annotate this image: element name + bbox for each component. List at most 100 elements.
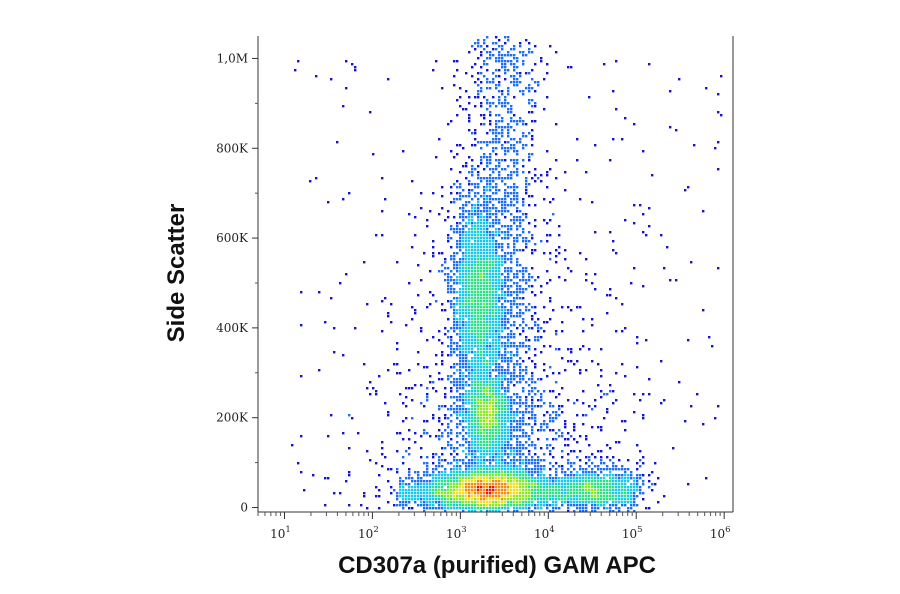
density-dot (504, 489, 507, 492)
density-dot (465, 282, 468, 285)
density-dot (435, 474, 438, 477)
density-dot (462, 204, 465, 207)
density-dot (477, 447, 480, 450)
density-dot (477, 93, 480, 96)
density-dot (471, 237, 474, 240)
density-dot (522, 204, 525, 207)
density-dot (495, 498, 498, 501)
density-dot (516, 123, 519, 126)
density-dot (510, 450, 513, 453)
density-dot (459, 363, 462, 366)
density-dot (507, 378, 510, 381)
density-dot (579, 369, 582, 372)
density-dot (582, 489, 585, 492)
density-dot (591, 471, 594, 474)
density-dot (300, 435, 303, 438)
density-dot (486, 414, 489, 417)
density-dot (483, 297, 486, 300)
density-dot (480, 333, 483, 336)
density-dot (495, 402, 498, 405)
density-dot (597, 495, 600, 498)
density-dot (531, 105, 534, 108)
density-dot (561, 456, 564, 459)
density-dot (447, 462, 450, 465)
density-dot (396, 372, 399, 375)
density-dot (489, 408, 492, 411)
density-dot (528, 378, 531, 381)
density-dot (483, 426, 486, 429)
density-dot (453, 312, 456, 315)
density-dot (567, 504, 570, 507)
density-dot (555, 411, 558, 414)
density-dot (462, 315, 465, 318)
density-dot (456, 153, 459, 156)
density-dot (471, 483, 474, 486)
density-dot (480, 261, 483, 264)
density-dot (441, 432, 444, 435)
density-dot (498, 60, 501, 63)
density-dot (522, 411, 525, 414)
density-dot (486, 489, 489, 492)
density-dot (450, 366, 453, 369)
density-dot (597, 501, 600, 504)
density-dot (474, 390, 477, 393)
density-dot (525, 480, 528, 483)
density-dot (579, 507, 582, 510)
density-dot (456, 345, 459, 348)
density-dot (450, 486, 453, 489)
density-dot (504, 141, 507, 144)
density-dot (459, 378, 462, 381)
density-dot (501, 474, 504, 477)
density-dot (717, 168, 720, 171)
density-dot (432, 387, 435, 390)
density-dot (516, 210, 519, 213)
density-dot (363, 495, 366, 498)
density-dot (516, 465, 519, 468)
density-dot (633, 267, 636, 270)
density-dot (474, 453, 477, 456)
density-dot (546, 150, 549, 153)
density-dot (486, 225, 489, 228)
density-dot (522, 468, 525, 471)
density-dot (489, 444, 492, 447)
density-dot (498, 222, 501, 225)
density-dot (417, 498, 420, 501)
density-dot (489, 420, 492, 423)
density-dot (507, 426, 510, 429)
density-dot (462, 312, 465, 315)
density-dot (501, 417, 504, 420)
density-dot (459, 327, 462, 330)
density-dot (549, 495, 552, 498)
density-dot (600, 348, 603, 351)
density-dot (468, 294, 471, 297)
density-dot (402, 489, 405, 492)
density-dot (483, 114, 486, 117)
density-dot (609, 504, 612, 507)
density-dot (477, 477, 480, 480)
density-dot (477, 327, 480, 330)
density-dot (603, 498, 606, 501)
density-dot (564, 495, 567, 498)
density-dot (543, 363, 546, 366)
density-dot (477, 378, 480, 381)
density-dot (624, 498, 627, 501)
density-dot (603, 393, 606, 396)
density-dot (648, 507, 651, 510)
density-dot (474, 468, 477, 471)
density-dot (576, 480, 579, 483)
density-dot (513, 321, 516, 324)
density-dot (516, 159, 519, 162)
density-dot (471, 387, 474, 390)
density-dot (537, 486, 540, 489)
density-dot (396, 495, 399, 498)
density-dot (534, 366, 537, 369)
density-dot (495, 189, 498, 192)
density-dot (510, 480, 513, 483)
density-dot (474, 495, 477, 498)
density-dot (549, 252, 552, 255)
density-dot (543, 414, 546, 417)
density-dot (495, 333, 498, 336)
density-dot (525, 495, 528, 498)
density-dot (498, 453, 501, 456)
density-dot (438, 270, 441, 273)
